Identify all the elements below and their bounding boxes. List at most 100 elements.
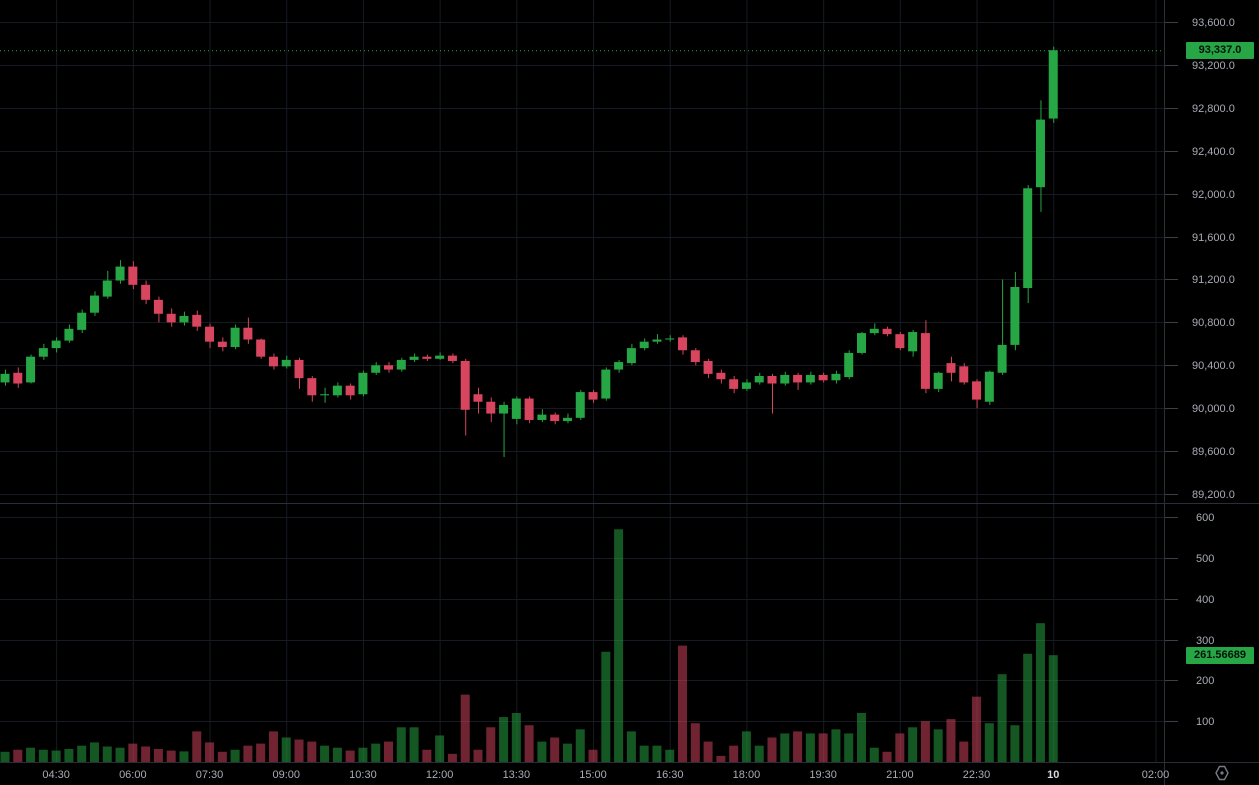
volume-bar: [307, 741, 317, 762]
volume-bar: [77, 745, 87, 762]
candle: [217, 341, 227, 348]
candle: [473, 394, 483, 402]
price-tick-label: 92,000.0: [1192, 189, 1235, 201]
volume-bar: [550, 737, 560, 762]
candle: [26, 356, 36, 383]
time-label: 02:00: [1142, 769, 1170, 781]
time-label: 18:00: [733, 769, 761, 781]
volume-bar: [409, 727, 419, 762]
time-label: 09:00: [272, 769, 300, 781]
timezone-settings-icon[interactable]: [1215, 765, 1229, 781]
volume-bar: [639, 745, 649, 762]
candle: [243, 327, 253, 340]
volume-bar: [793, 731, 803, 762]
candle: [511, 398, 521, 419]
candle: [805, 374, 815, 383]
candle: [652, 339, 662, 342]
volume-bar: [511, 713, 521, 762]
candle: [499, 404, 509, 414]
volume-tick-label: 400: [1196, 594, 1214, 606]
candle: [384, 365, 394, 370]
volume-bar: [38, 749, 48, 762]
volume-bar: [678, 645, 688, 762]
time-label: 07:30: [196, 769, 224, 781]
volume-bar: [128, 743, 138, 762]
time-label: 10:30: [349, 769, 377, 781]
candle: [1035, 119, 1045, 188]
price-tick-label: 89,200.0: [1192, 489, 1235, 501]
time-label-day: 10: [1047, 769, 1059, 781]
price-tick-label: 89,600.0: [1192, 446, 1235, 458]
candle: [13, 372, 23, 384]
volume-bar: [741, 731, 751, 762]
volume-bar: [1035, 623, 1045, 762]
volume-bar: [652, 745, 662, 762]
candle: [422, 356, 432, 359]
candle: [741, 382, 751, 389]
candle: [562, 417, 572, 422]
price-tick-label: 93,600.0: [1192, 17, 1235, 29]
candle: [690, 350, 700, 363]
candle: [882, 328, 892, 335]
volume-bar: [856, 713, 866, 762]
candle: [626, 348, 636, 364]
candle: [486, 401, 496, 414]
candle: [179, 315, 189, 323]
volume-bar: [626, 731, 636, 762]
volume-bar: [601, 651, 611, 762]
volume-bar: [153, 748, 163, 762]
volume-bar: [435, 735, 445, 762]
candle: [141, 284, 151, 300]
volume-bar: [665, 749, 675, 762]
volume-bar: [908, 727, 918, 762]
volume-bar: [1023, 653, 1033, 762]
candle: [997, 344, 1007, 373]
volume-bar: [946, 719, 956, 762]
candle: [524, 398, 534, 420]
candle: [345, 385, 355, 396]
volume-bar: [869, 747, 879, 762]
candle: [371, 365, 381, 373]
candle: [307, 378, 317, 396]
candle: [396, 359, 406, 370]
candle: [166, 313, 176, 323]
candle: [869, 328, 879, 334]
volume-bar: [51, 750, 61, 762]
time-label: 04:30: [42, 769, 70, 781]
time-axis[interactable]: [0, 763, 1164, 785]
volume-bar: [537, 741, 547, 762]
volume-bar: [217, 751, 227, 762]
volume-bar: [141, 746, 151, 762]
time-label: 15:00: [579, 769, 607, 781]
volume-tick-label: 500: [1196, 553, 1214, 565]
candle: [77, 312, 87, 330]
time-label: 16:30: [656, 769, 684, 781]
volume-bar: [460, 694, 470, 762]
time-label: 06:00: [119, 769, 147, 781]
volume-bar: [230, 749, 240, 762]
volume-bar: [345, 750, 355, 762]
candle: [115, 266, 125, 281]
price-tick-label: 90,400.0: [1192, 360, 1235, 372]
candle: [703, 360, 713, 374]
candle: [1010, 286, 1020, 345]
volume-tick-label: 200: [1196, 675, 1214, 687]
volume-bar: [780, 733, 790, 762]
candle: [959, 366, 969, 383]
volume-bar: [972, 696, 982, 762]
volume-bar: [358, 747, 368, 762]
candle: [153, 299, 163, 314]
candle: [537, 414, 547, 420]
volume-bar: [997, 674, 1007, 762]
candle: [320, 394, 330, 396]
volume-bar: [716, 755, 726, 762]
candle: [716, 372, 726, 380]
volume-bar: [102, 746, 112, 762]
candle: [588, 392, 598, 400]
volume-bar: [205, 742, 215, 762]
price-tick-label: 91,200.0: [1192, 274, 1235, 286]
volume-tick-label: 600: [1196, 512, 1214, 524]
volume-bar: [179, 751, 189, 762]
